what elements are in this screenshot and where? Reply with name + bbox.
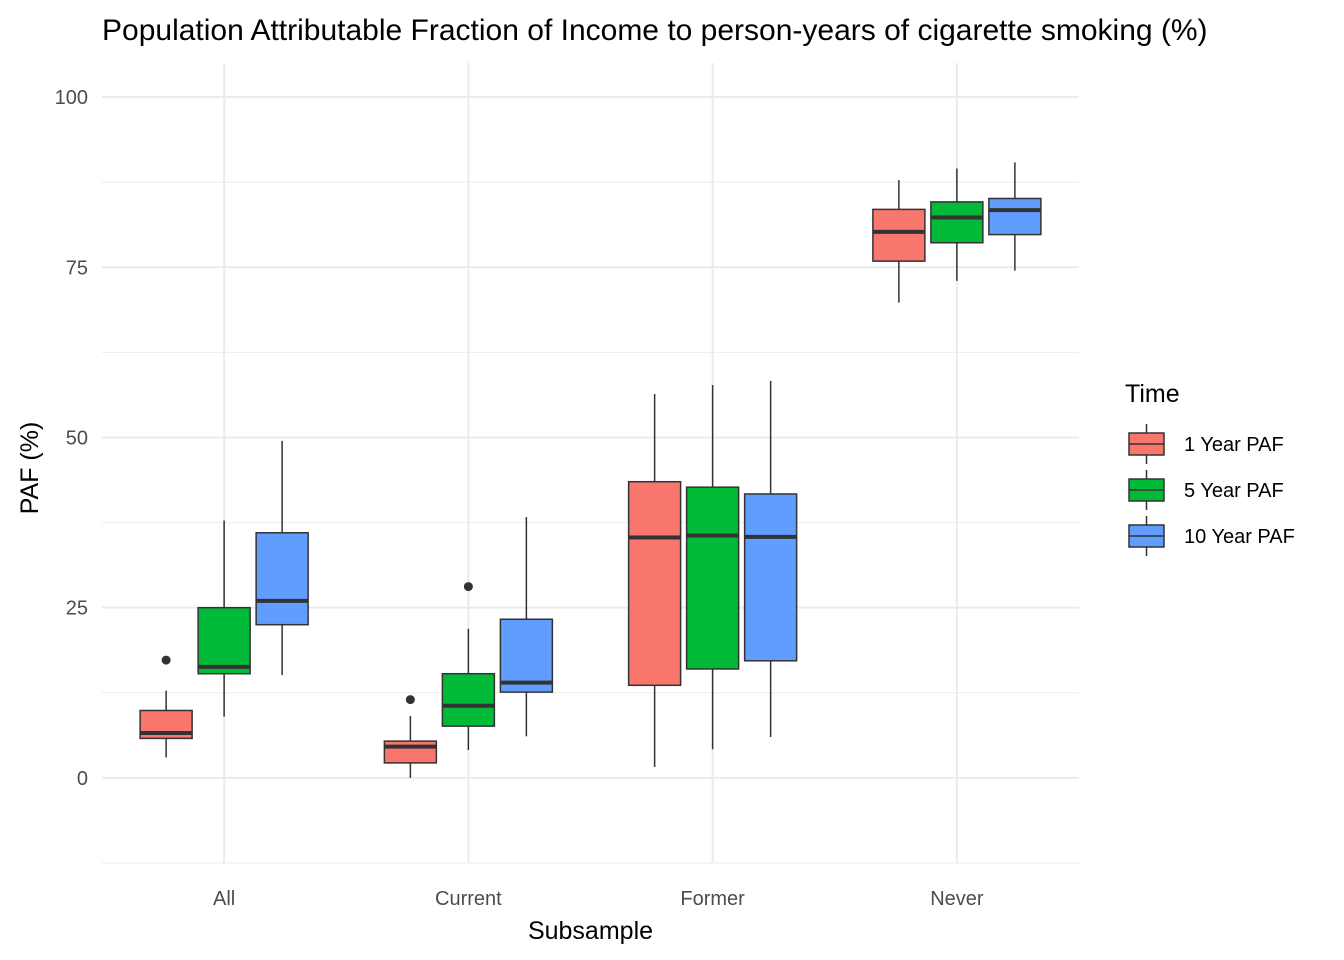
- box-1-year-paf-all: [139, 655, 193, 758]
- box: [872, 208, 926, 262]
- box-10-year-paf-all: [255, 440, 309, 676]
- plot-area: [139, 162, 1042, 778]
- box: [685, 486, 740, 670]
- x-tick-label: Never: [930, 888, 984, 910]
- outlier-point: [161, 655, 171, 665]
- box: [988, 197, 1042, 236]
- box: [197, 606, 251, 675]
- y-tick-label: 75: [66, 257, 88, 279]
- chart-title: Population Attributable Fraction of Inco…: [102, 14, 1208, 47]
- box-5-year-paf-former: [685, 385, 740, 750]
- legend-label: 5 Year PAF: [1184, 480, 1284, 502]
- outlier-point: [463, 582, 473, 592]
- legend-item: 10 Year PAF: [1128, 516, 1295, 556]
- box: [255, 532, 309, 626]
- legend-label: 1 Year PAF: [1184, 434, 1284, 456]
- grid: [102, 63, 1079, 864]
- box: [743, 493, 798, 662]
- box: [383, 740, 438, 764]
- x-tick-label: Current: [435, 888, 502, 910]
- legend: Time 1 Year PAF 5 Year PAF 10 Year PAF: [1125, 380, 1295, 556]
- legend-label: 10 Year PAF: [1184, 526, 1295, 548]
- legend-item: 5 Year PAF: [1128, 470, 1284, 510]
- x-tick-label: Former: [680, 888, 745, 910]
- box: [441, 672, 496, 727]
- box: [499, 618, 554, 693]
- box-1-year-paf-never: [872, 180, 926, 303]
- y-tick-label: 100: [55, 87, 88, 109]
- y-axis: 0 25 50 75 100: [55, 87, 88, 790]
- y-tick-label: 50: [66, 427, 88, 449]
- box: [627, 480, 682, 687]
- legend-title: Time: [1125, 380, 1180, 408]
- box-1-year-paf-former: [627, 393, 682, 767]
- box-5-year-paf-all: [197, 520, 251, 717]
- legend-item: 1 Year PAF: [1128, 424, 1284, 464]
- x-tick-label: All: [213, 888, 235, 910]
- box-10-year-paf-never: [988, 162, 1042, 271]
- box-10-year-paf-former: [743, 380, 798, 738]
- box-5-year-paf-current: [441, 582, 496, 750]
- box-10-year-paf-current: [499, 517, 554, 737]
- box-5-year-paf-never: [930, 168, 984, 281]
- y-tick-label: 0: [77, 768, 88, 790]
- box: [930, 201, 984, 244]
- outlier-point: [405, 695, 415, 705]
- box-1-year-paf-current: [383, 695, 438, 778]
- x-axis-title: Subsample: [528, 917, 653, 945]
- y-axis-title: PAF (%): [16, 422, 44, 515]
- y-tick-label: 25: [66, 598, 88, 620]
- x-axis: All Current Former Never: [213, 888, 984, 910]
